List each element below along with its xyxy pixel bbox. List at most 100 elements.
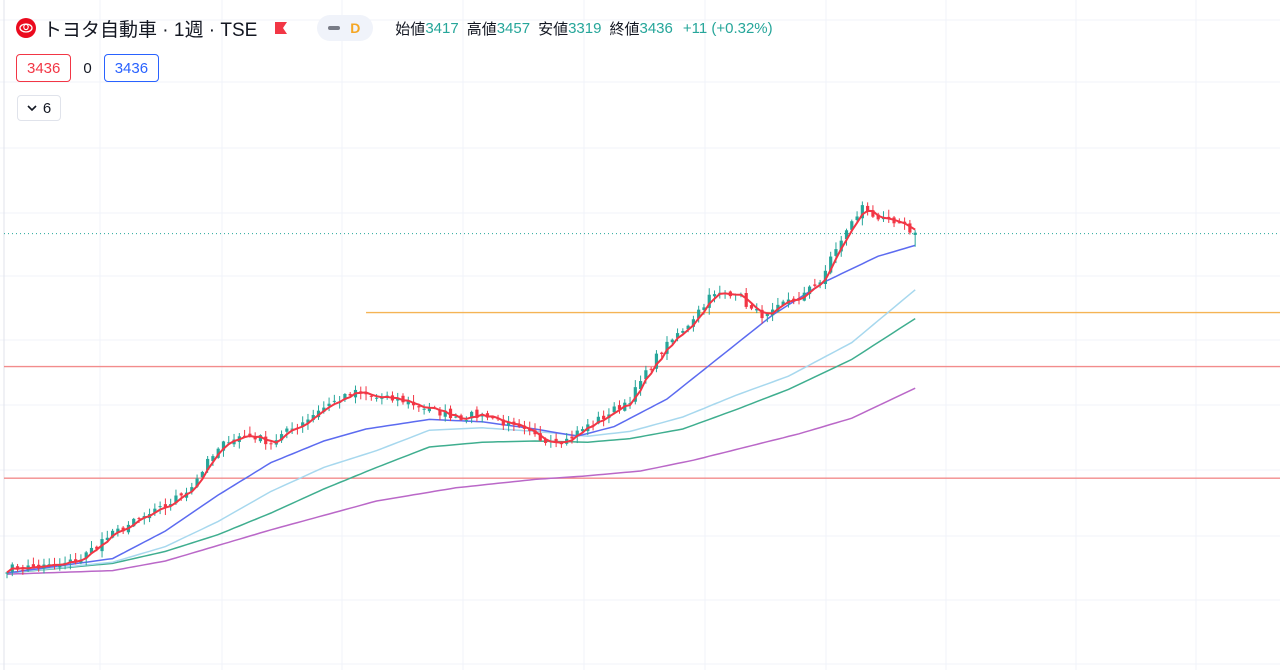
candle-body	[702, 307, 706, 310]
candle-body	[807, 286, 812, 295]
candle-body	[596, 416, 600, 424]
flag-icon[interactable]	[273, 20, 289, 36]
candle-body	[221, 441, 226, 451]
candle-body	[248, 433, 252, 436]
candle-body	[501, 419, 505, 426]
candle-body	[559, 443, 563, 445]
data-status-pill[interactable]: D	[317, 15, 374, 41]
open-value: 3417	[425, 19, 459, 37]
candle-body	[163, 504, 167, 509]
candle-body	[211, 456, 215, 462]
candle-body	[871, 210, 875, 217]
candle-body	[454, 416, 458, 418]
candle-body	[792, 298, 796, 301]
candle-body	[89, 547, 94, 554]
candle-body	[485, 413, 490, 418]
candle-body	[137, 518, 141, 520]
candle-body	[179, 493, 183, 496]
candle-body	[31, 564, 35, 567]
candle-body	[575, 430, 579, 437]
candle-body	[654, 353, 659, 369]
candle-body	[311, 415, 315, 420]
indicator-count: 6	[42, 99, 52, 117]
candle-body	[660, 352, 664, 355]
candle-body	[839, 240, 843, 252]
candle-body	[823, 270, 827, 284]
trade-panel: 3436 0 3436	[16, 54, 160, 82]
candle-body	[343, 393, 347, 400]
candle-body	[712, 294, 717, 297]
candle-body	[306, 419, 310, 423]
candle-body	[58, 564, 62, 568]
candle-body	[443, 410, 447, 417]
candle-body	[285, 428, 289, 432]
candle-body	[475, 409, 479, 418]
candle-body	[644, 370, 648, 380]
ohlc-legend: 始値 3417 高値 3457 安値 3319 終値 3436 +11 (+0.32%)	[395, 18, 772, 39]
candle-body	[401, 395, 405, 403]
ma-lightblue-line	[6, 289, 916, 574]
candle-body	[227, 442, 231, 444]
candle-body	[913, 232, 917, 235]
ma-short-red-line	[6, 209, 916, 574]
candle-body	[132, 518, 136, 527]
candle-body	[866, 205, 870, 212]
buy-button[interactable]: 3436	[103, 54, 160, 82]
candle-body	[744, 293, 748, 307]
candle-body	[258, 435, 263, 442]
ma-teal-line	[6, 317, 916, 574]
minus-icon	[328, 26, 341, 30]
candle-body	[348, 393, 352, 396]
candle-body	[111, 530, 115, 538]
sell-button[interactable]: 3436	[16, 54, 72, 82]
candle-body	[860, 205, 864, 219]
close-label: 終値	[609, 20, 640, 38]
candle-body	[153, 508, 157, 513]
candle-body	[427, 407, 431, 412]
candle-body	[200, 471, 204, 478]
candle-body	[681, 330, 685, 333]
low-label: 安値	[538, 20, 569, 38]
candle-body	[517, 424, 521, 427]
open-label: 始値	[395, 20, 426, 38]
candle-body	[749, 305, 754, 309]
candle-body	[369, 395, 373, 397]
indicators-toggle[interactable]: 6	[17, 95, 61, 121]
candle-body	[84, 552, 88, 559]
candle-body	[190, 487, 194, 492]
candle-body	[876, 214, 880, 220]
candle-body	[206, 458, 210, 471]
candle-body	[691, 319, 695, 327]
candle-body	[665, 341, 669, 354]
candle-body	[116, 528, 120, 533]
candle-body	[422, 408, 426, 410]
candle-body	[612, 406, 616, 413]
candle-body	[396, 398, 400, 401]
candle-body	[850, 221, 854, 230]
candle-body	[327, 403, 331, 407]
candle-body	[829, 256, 833, 273]
candle-body	[675, 333, 680, 338]
candle-body	[269, 443, 273, 445]
candle-body	[844, 230, 849, 240]
candle-body	[279, 434, 284, 441]
candle-body	[570, 436, 574, 439]
high-value: 3457	[496, 19, 531, 37]
candle-body	[649, 368, 653, 370]
candle-body	[897, 222, 901, 224]
candle-body	[813, 284, 817, 286]
candle-body	[507, 421, 511, 426]
chart-header: トヨタ自動車 · 1週 · TSE D 始値 3417 高値 3457 安値 3319…	[16, 12, 773, 44]
candle-body	[21, 569, 25, 571]
candle-body	[406, 401, 410, 405]
candle-body	[602, 415, 606, 420]
toyota-logo-icon	[16, 18, 36, 38]
candle-body	[158, 506, 162, 508]
candle-body	[448, 408, 453, 419]
candle-body	[253, 437, 257, 440]
symbol-title[interactable]: トヨタ自動車 · 1週 · TSE	[43, 19, 258, 41]
candle-body	[417, 406, 421, 408]
close-value: 3436	[639, 19, 673, 37]
candle-body	[855, 216, 859, 221]
